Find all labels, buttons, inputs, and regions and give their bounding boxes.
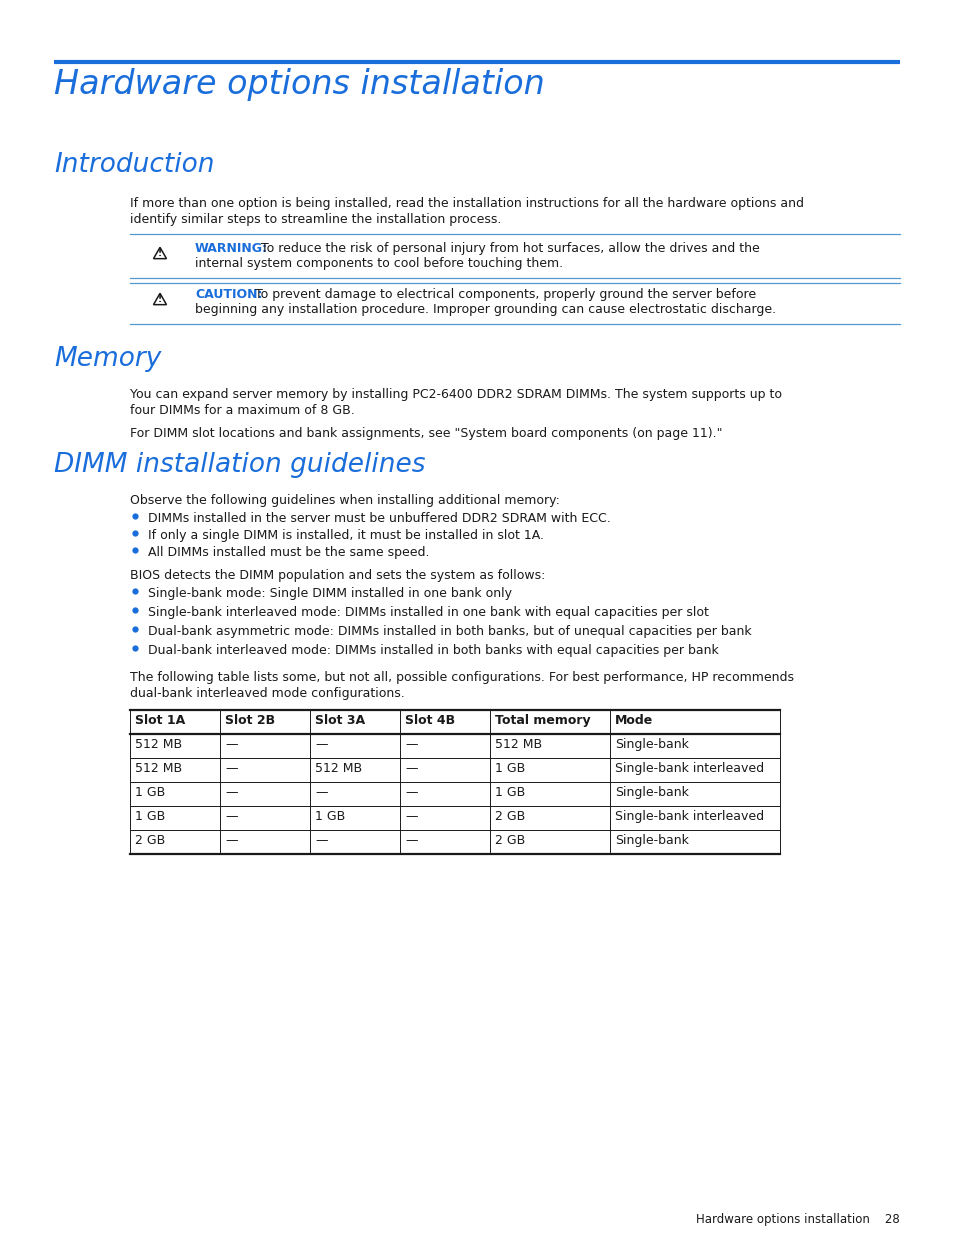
Text: —: — (314, 785, 327, 799)
Text: 1 GB: 1 GB (495, 785, 525, 799)
Text: —: — (225, 762, 237, 776)
Text: —: — (405, 810, 417, 823)
Text: 1 GB: 1 GB (314, 810, 345, 823)
Text: Hardware options installation: Hardware options installation (54, 68, 544, 101)
Text: —: — (225, 739, 237, 751)
Text: WARNING:: WARNING: (194, 242, 268, 254)
Text: BIOS detects the DIMM population and sets the system as follows:: BIOS detects the DIMM population and set… (130, 569, 545, 582)
Text: 2 GB: 2 GB (495, 834, 525, 847)
Text: Slot 3A: Slot 3A (314, 714, 365, 727)
Text: Mode: Mode (615, 714, 653, 727)
Text: Single-bank mode: Single DIMM installed in one bank only: Single-bank mode: Single DIMM installed … (148, 587, 512, 600)
Text: If only a single DIMM is installed, it must be installed in slot 1A.: If only a single DIMM is installed, it m… (148, 529, 543, 542)
Text: beginning any installation procedure. Improper grounding can cause electrostatic: beginning any installation procedure. Im… (194, 304, 776, 316)
Text: If more than one option is being installed, read the installation instructions f: If more than one option is being install… (130, 198, 803, 210)
Text: To reduce the risk of personal injury from hot surfaces, allow the drives and th: To reduce the risk of personal injury fr… (253, 242, 759, 254)
Text: Hardware options installation    28: Hardware options installation 28 (696, 1213, 899, 1226)
Text: identify similar steps to streamline the installation process.: identify similar steps to streamline the… (130, 212, 501, 226)
Text: Slot 4B: Slot 4B (405, 714, 455, 727)
Text: The following table lists some, but not all, possible configurations. For best p: The following table lists some, but not … (130, 671, 793, 684)
Text: All DIMMs installed must be the same speed.: All DIMMs installed must be the same spe… (148, 546, 429, 559)
Text: —: — (225, 810, 237, 823)
Text: To prevent damage to electrical components, properly ground the server before: To prevent damage to electrical componen… (247, 288, 756, 301)
Text: Total memory: Total memory (495, 714, 590, 727)
Text: For DIMM slot locations and bank assignments, see "System board components (on p: For DIMM slot locations and bank assignm… (130, 427, 721, 440)
Text: 2 GB: 2 GB (495, 810, 525, 823)
Text: —: — (405, 785, 417, 799)
Text: 1 GB: 1 GB (135, 810, 165, 823)
Text: Single-bank: Single-bank (615, 739, 688, 751)
Text: Slot 2B: Slot 2B (225, 714, 274, 727)
Text: 512 MB: 512 MB (314, 762, 362, 776)
Text: —: — (225, 785, 237, 799)
Text: 1 GB: 1 GB (495, 762, 525, 776)
Text: 512 MB: 512 MB (135, 739, 182, 751)
Text: Single-bank: Single-bank (615, 834, 688, 847)
Text: Memory: Memory (54, 346, 161, 372)
Text: —: — (314, 739, 327, 751)
Text: —: — (405, 739, 417, 751)
Text: DIMM installation guidelines: DIMM installation guidelines (54, 452, 425, 478)
Text: !: ! (158, 295, 162, 305)
Text: dual-bank interleaved mode configurations.: dual-bank interleaved mode configuration… (130, 687, 404, 699)
Text: You can expand server memory by installing PC2-6400 DDR2 SDRAM DIMMs. The system: You can expand server memory by installi… (130, 388, 781, 401)
Text: 512 MB: 512 MB (495, 739, 541, 751)
Text: 512 MB: 512 MB (135, 762, 182, 776)
Text: 2 GB: 2 GB (135, 834, 165, 847)
Text: Introduction: Introduction (54, 152, 214, 178)
Text: —: — (314, 834, 327, 847)
Text: Single-bank interleaved: Single-bank interleaved (615, 810, 763, 823)
Text: Dual-bank interleaved mode: DIMMs installed in both banks with equal capacities : Dual-bank interleaved mode: DIMMs instal… (148, 643, 718, 657)
Text: internal system components to cool before touching them.: internal system components to cool befor… (194, 258, 562, 270)
Text: —: — (225, 834, 237, 847)
Text: DIMMs installed in the server must be unbuffered DDR2 SDRAM with ECC.: DIMMs installed in the server must be un… (148, 513, 610, 525)
Text: Single-bank interleaved: Single-bank interleaved (615, 762, 763, 776)
Text: Slot 1A: Slot 1A (135, 714, 185, 727)
Text: CAUTION:: CAUTION: (194, 288, 262, 301)
Text: —: — (405, 762, 417, 776)
Text: —: — (405, 834, 417, 847)
Text: four DIMMs for a maximum of 8 GB.: four DIMMs for a maximum of 8 GB. (130, 404, 355, 416)
Text: Single-bank interleaved mode: DIMMs installed in one bank with equal capacities : Single-bank interleaved mode: DIMMs inst… (148, 606, 708, 619)
Text: !: ! (158, 249, 162, 258)
Text: 1 GB: 1 GB (135, 785, 165, 799)
Text: Single-bank: Single-bank (615, 785, 688, 799)
Text: Observe the following guidelines when installing additional memory:: Observe the following guidelines when in… (130, 494, 559, 508)
Text: Dual-bank asymmetric mode: DIMMs installed in both banks, but of unequal capacit: Dual-bank asymmetric mode: DIMMs install… (148, 625, 751, 638)
